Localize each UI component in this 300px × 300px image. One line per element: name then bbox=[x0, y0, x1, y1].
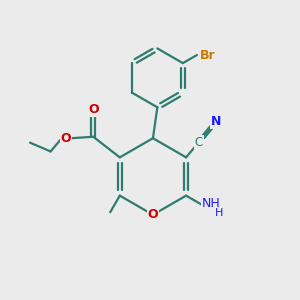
Text: O: O bbox=[148, 208, 158, 221]
Text: N: N bbox=[211, 115, 222, 128]
Text: O: O bbox=[88, 103, 99, 116]
Text: O: O bbox=[61, 132, 71, 145]
Text: C: C bbox=[195, 136, 203, 149]
Text: NH: NH bbox=[202, 197, 220, 210]
Text: H: H bbox=[215, 208, 223, 218]
Text: Br: Br bbox=[200, 49, 215, 62]
